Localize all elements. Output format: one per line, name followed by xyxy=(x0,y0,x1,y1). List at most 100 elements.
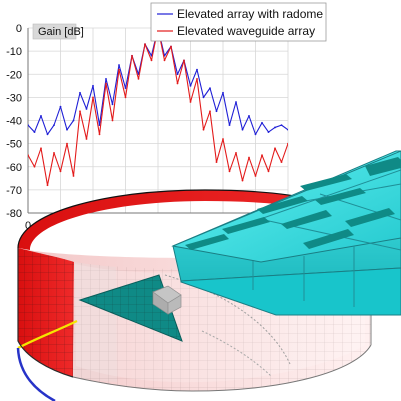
y-tick-label-4: -40 xyxy=(6,116,22,128)
series-radome-point xyxy=(287,128,288,131)
series-radome-point xyxy=(235,101,237,103)
series-waveguide-point xyxy=(248,156,250,159)
series-radome-point xyxy=(111,103,114,106)
series-waveguide-line xyxy=(28,28,288,186)
series-radome-point xyxy=(261,121,263,124)
series-radome-point xyxy=(72,119,75,122)
y-tick-label-2: -20 xyxy=(6,69,22,81)
slot-7 xyxy=(303,229,354,249)
y-axis-label: Gain [dB] xyxy=(38,26,84,38)
series-waveguide-point xyxy=(72,175,75,177)
series-waveguide-point xyxy=(92,96,94,99)
series-radome-point xyxy=(228,124,231,127)
y-tick-label-5: -50 xyxy=(6,139,22,151)
slot-9 xyxy=(185,234,229,250)
series-waveguide-point xyxy=(124,96,127,99)
series-waveguide-point xyxy=(280,161,283,164)
series-waveguide-point xyxy=(189,101,192,103)
antenna-illustration xyxy=(16,150,401,401)
series-radome-point xyxy=(176,73,179,76)
series-radome-point xyxy=(124,87,127,90)
series-waveguide-point xyxy=(53,151,55,154)
series-waveguide-point xyxy=(66,142,68,145)
series-radome-point xyxy=(241,128,244,131)
series-radome-point xyxy=(40,114,42,117)
series-radome-point xyxy=(267,131,270,133)
series-waveguide-point xyxy=(46,184,49,187)
slot-4 xyxy=(315,188,366,205)
series-radome-point xyxy=(46,133,49,136)
series-radome-point xyxy=(98,124,101,127)
series-radome-point xyxy=(280,124,283,127)
series-waveguide-point xyxy=(254,175,257,177)
legend: Elevated array with radome Elevated wave… xyxy=(150,2,327,42)
series-waveguide-point xyxy=(137,77,140,80)
series-waveguide-point xyxy=(33,165,36,168)
series-radome-point xyxy=(209,87,211,90)
slot-3 xyxy=(365,157,401,176)
slot-2 xyxy=(257,196,308,214)
series-radome-point xyxy=(79,91,81,94)
cylinder-rim xyxy=(18,190,365,250)
chart-series-layer xyxy=(28,28,288,187)
legend-label-radome: Elevated array with radome xyxy=(177,7,323,21)
series-waveguide-point xyxy=(144,43,146,46)
series-radome-point xyxy=(28,124,29,127)
series-waveguide-point xyxy=(150,59,153,62)
series-waveguide-point xyxy=(105,82,107,85)
blue-edge-band xyxy=(16,347,56,401)
series-waveguide-point xyxy=(241,179,244,182)
slot-8 xyxy=(222,217,270,234)
y-tick-label-0: 0 xyxy=(16,23,22,35)
series-radome-point xyxy=(59,105,62,108)
series-waveguide-point xyxy=(40,147,42,150)
series-waveguide-point xyxy=(261,154,263,157)
series-waveguide-point xyxy=(98,133,101,136)
series-radome-line xyxy=(28,28,288,135)
series-radome-point xyxy=(66,128,68,131)
slot-6 xyxy=(345,208,395,227)
series-waveguide-point xyxy=(163,59,166,62)
series-waveguide-point xyxy=(85,138,88,140)
guide-arc-2 xyxy=(201,330,272,377)
series-radome-point xyxy=(92,84,94,87)
center-feed-right xyxy=(167,294,182,315)
series-waveguide-point xyxy=(235,151,237,154)
legend-label-waveguide: Elevated waveguide array xyxy=(177,24,315,38)
series-radome-point xyxy=(189,84,192,87)
series-waveguide-point xyxy=(228,170,231,173)
series-waveguide-point xyxy=(196,77,198,80)
series-waveguide-point xyxy=(202,128,205,131)
cyan-block-front xyxy=(180,267,401,316)
series-waveguide-point xyxy=(209,110,211,113)
series-waveguide-point xyxy=(170,45,172,48)
series-radome-point xyxy=(85,108,88,110)
series-waveguide-point xyxy=(274,147,276,150)
left-outline xyxy=(17,248,74,378)
red-side-mesh xyxy=(18,248,74,377)
y-tick-label-1: -10 xyxy=(6,46,22,58)
series-waveguide-point xyxy=(118,68,120,71)
series-waveguide-point xyxy=(267,170,270,173)
series-waveguide-point xyxy=(222,138,224,140)
series-radome-point xyxy=(254,133,257,136)
series-radome-point xyxy=(215,110,218,113)
slot-1 xyxy=(300,174,352,191)
series-waveguide-point xyxy=(131,54,133,57)
bottom-outline xyxy=(72,344,372,392)
series-waveguide-point xyxy=(79,110,81,113)
series-radome-point xyxy=(33,131,36,133)
series-waveguide-point xyxy=(215,161,218,164)
series-waveguide-point xyxy=(111,119,114,122)
y-axis-label-box: Gain [dB] xyxy=(32,23,84,40)
series-waveguide-point xyxy=(183,59,185,62)
series-waveguide-point xyxy=(176,82,179,85)
series-waveguide-point xyxy=(28,154,29,157)
slot-5 xyxy=(281,210,332,229)
y-tick-label-7: -70 xyxy=(6,185,22,197)
series-radome-point xyxy=(196,68,198,71)
series-radome-point xyxy=(105,77,107,80)
series-radome-point xyxy=(222,91,224,94)
series-radome-point xyxy=(274,126,276,129)
